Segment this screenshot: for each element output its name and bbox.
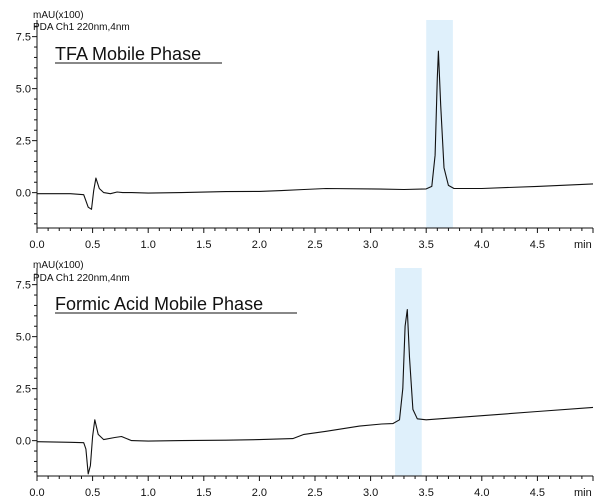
y-tick-label: 0.0 bbox=[16, 188, 31, 200]
x-axis-unit-label: min bbox=[574, 239, 592, 251]
peak-highlight-band bbox=[426, 20, 453, 228]
x-tick-label: 3.5 bbox=[419, 487, 434, 499]
x-tick-label: 1.5 bbox=[196, 239, 211, 251]
x-axis-unit-label: min bbox=[574, 487, 592, 499]
x-tick-label: 0.5 bbox=[85, 239, 100, 251]
y-axis-unit-label: mAU(x100) bbox=[33, 10, 84, 21]
x-tick-label: 4.0 bbox=[474, 487, 489, 499]
detector-label: PDA Ch1 220nm,4nm bbox=[33, 22, 130, 33]
x-tick-label: 0.0 bbox=[29, 487, 44, 499]
x-tick-label: 2.5 bbox=[307, 239, 322, 251]
x-tick-label: 2.5 bbox=[307, 487, 322, 499]
x-tick-label: 1.0 bbox=[141, 239, 156, 251]
y-tick-label: 7.5 bbox=[16, 280, 31, 292]
y-tick-label: 5.0 bbox=[16, 332, 31, 344]
chromatogram-panel-formic-acid: 0.0 0.5 1.0 1.5 2.0 2.5 3.0 3.5 4.0 4.5 7.5 5.0 2.5… bbox=[16, 260, 594, 499]
peak-highlight-band bbox=[395, 268, 422, 476]
x-tick-label: 0.5 bbox=[85, 487, 100, 499]
x-tick-label: 4.5 bbox=[530, 487, 545, 499]
x-tick-label: 3.0 bbox=[363, 487, 378, 499]
y-tick-label: 2.5 bbox=[16, 384, 31, 396]
chromatogram-panel-tfa: 0.0 0.5 1.0 1.5 2.0 2.5 3.0 3.5 4.0 4.5 7.5 5.0 2.5… bbox=[16, 10, 594, 251]
x-axis-ticks: 0.0 0.5 1.0 1.5 2.0 2.5 3.0 3.5 4.0 4.5 bbox=[29, 476, 594, 499]
x-tick-label: 4.5 bbox=[530, 239, 545, 251]
y-tick-label: 2.5 bbox=[16, 136, 31, 148]
chromatogram-trace bbox=[36, 309, 594, 475]
x-tick-label: 4.0 bbox=[474, 239, 489, 251]
x-tick-label: 0.0 bbox=[29, 239, 44, 251]
x-tick-label: 1.5 bbox=[196, 487, 211, 499]
x-tick-label: 2.0 bbox=[252, 487, 267, 499]
x-tick-label: 1.0 bbox=[141, 487, 156, 499]
y-tick-label: 5.0 bbox=[16, 84, 31, 96]
panel-title: Formic Acid Mobile Phase bbox=[55, 294, 263, 314]
x-tick-label: 2.0 bbox=[252, 239, 267, 251]
x-axis-ticks: 0.0 0.5 1.0 1.5 2.0 2.5 3.0 3.5 4.0 4.5 bbox=[29, 228, 594, 251]
panel-title: TFA Mobile Phase bbox=[55, 44, 201, 64]
x-tick-label: 3.0 bbox=[363, 239, 378, 251]
y-axis-ticks: 7.5 5.0 2.5 0.0 bbox=[16, 25, 37, 225]
x-tick-label: 3.5 bbox=[419, 239, 434, 251]
y-axis-unit-label: mAU(x100) bbox=[33, 260, 84, 271]
detector-label: PDA Ch1 220nm,4nm bbox=[33, 273, 130, 284]
y-tick-label: 7.5 bbox=[16, 32, 31, 44]
chromatogram-trace bbox=[37, 50, 594, 210]
y-axis-ticks: 7.5 5.0 2.5 0.0 bbox=[16, 273, 37, 473]
y-tick-label: 0.0 bbox=[16, 436, 31, 448]
